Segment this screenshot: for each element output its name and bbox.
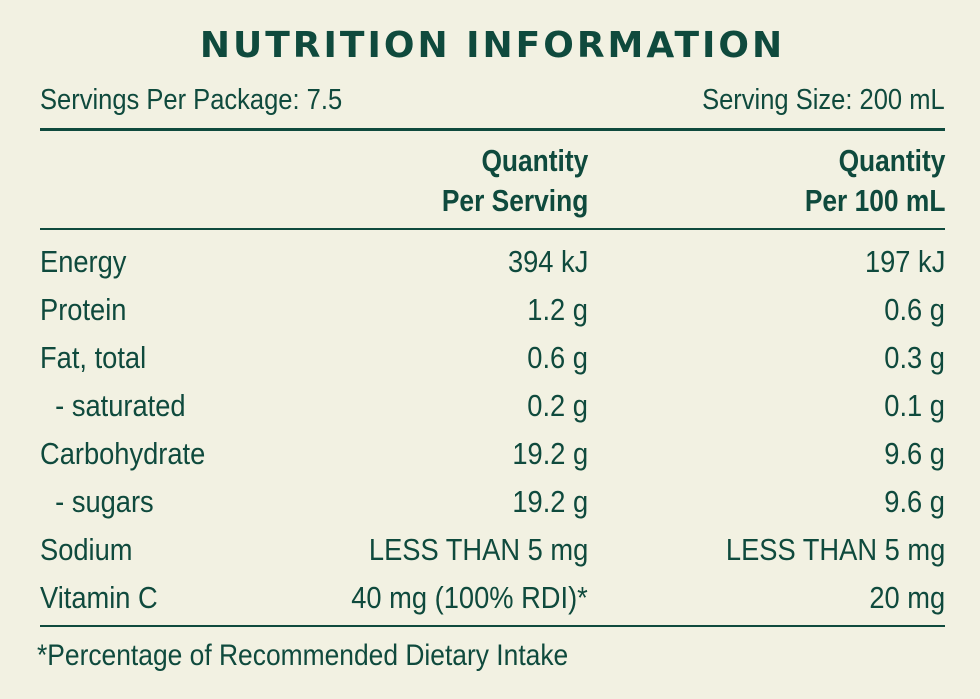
header-top-rule	[40, 128, 945, 131]
per-serving-value: 0.6 g	[527, 340, 588, 375]
nutrient-label: Vitamin C	[40, 580, 158, 615]
column-header-per-100ml-line2: Per 100 mL	[804, 183, 945, 218]
per-100ml-value: 9.6 g	[884, 436, 945, 471]
column-header-per-100ml: Quantity Per 100 mL	[804, 141, 945, 221]
per-100ml-value: 0.3 g	[884, 340, 945, 375]
per-serving-value: 19.2 g	[512, 436, 588, 471]
per-serving-value: 1.2 g	[527, 292, 588, 327]
nutrient-label: Carbohydrate	[40, 436, 206, 471]
serving-size: Serving Size: 200 mL	[702, 84, 945, 116]
nutrient-row-saturated: - saturated 0.2 g 0.1 g	[40, 382, 945, 430]
nutrient-row-carbohydrate: Carbohydrate 19.2 g 9.6 g	[40, 430, 945, 478]
per-serving-value: 40 mg (100% RDI)*	[351, 580, 588, 615]
nutrient-row-sugars: - sugars 19.2 g 9.6 g	[40, 478, 945, 526]
nutrient-row-energy: Energy 394 kJ 197 kJ	[40, 238, 945, 286]
column-header-per-serving-line1: Quantity	[481, 143, 588, 178]
nutrition-information-panel: NUTRITION INFORMATION Servings Per Packa…	[37, 0, 945, 699]
per-100ml-value: 197 kJ	[864, 244, 945, 279]
per-100ml-value: 0.1 g	[884, 388, 945, 423]
header-bottom-rule	[40, 228, 945, 230]
servings-per-package: Servings Per Package: 7.5	[40, 84, 343, 116]
per-100ml-value: LESS THAN 5 mg	[725, 532, 945, 567]
per-100ml-value: 0.6 g	[884, 292, 945, 327]
per-serving-value: 19.2 g	[512, 484, 588, 519]
nutrient-label: Energy	[40, 244, 127, 279]
panel-title: NUTRITION INFORMATION	[199, 25, 786, 66]
nutrient-row-protein: Protein 1.2 g 0.6 g	[40, 286, 945, 334]
per-serving-value: 394 kJ	[507, 244, 588, 279]
nutrient-row-sodium: Sodium LESS THAN 5 mg LESS THAN 5 mg	[40, 526, 945, 574]
nutrient-label: - sugars	[40, 484, 154, 519]
per-100ml-value: 20 mg	[869, 580, 945, 615]
nutrient-label: Fat, total	[40, 340, 147, 375]
nutrient-label: Sodium	[40, 532, 133, 567]
nutrient-label: Protein	[40, 292, 127, 327]
column-header-per-100ml-line1: Quantity	[838, 143, 945, 178]
nutrient-label: - saturated	[40, 388, 186, 423]
column-header-per-serving-line2: Per Serving	[441, 183, 588, 218]
per-serving-value: 0.2 g	[527, 388, 588, 423]
rdi-footnote: *Percentage of Recommended Dietary Intak…	[37, 639, 569, 672]
per-serving-value: LESS THAN 5 mg	[368, 532, 588, 567]
table-bottom-rule	[40, 625, 945, 627]
nutrient-row-vitamin-c: Vitamin C 40 mg (100% RDI)* 20 mg	[40, 574, 945, 622]
nutrient-row-fat-total: Fat, total 0.6 g 0.3 g	[40, 334, 945, 382]
column-header-per-serving: Quantity Per Serving	[442, 141, 588, 221]
per-100ml-value: 9.6 g	[884, 484, 945, 519]
